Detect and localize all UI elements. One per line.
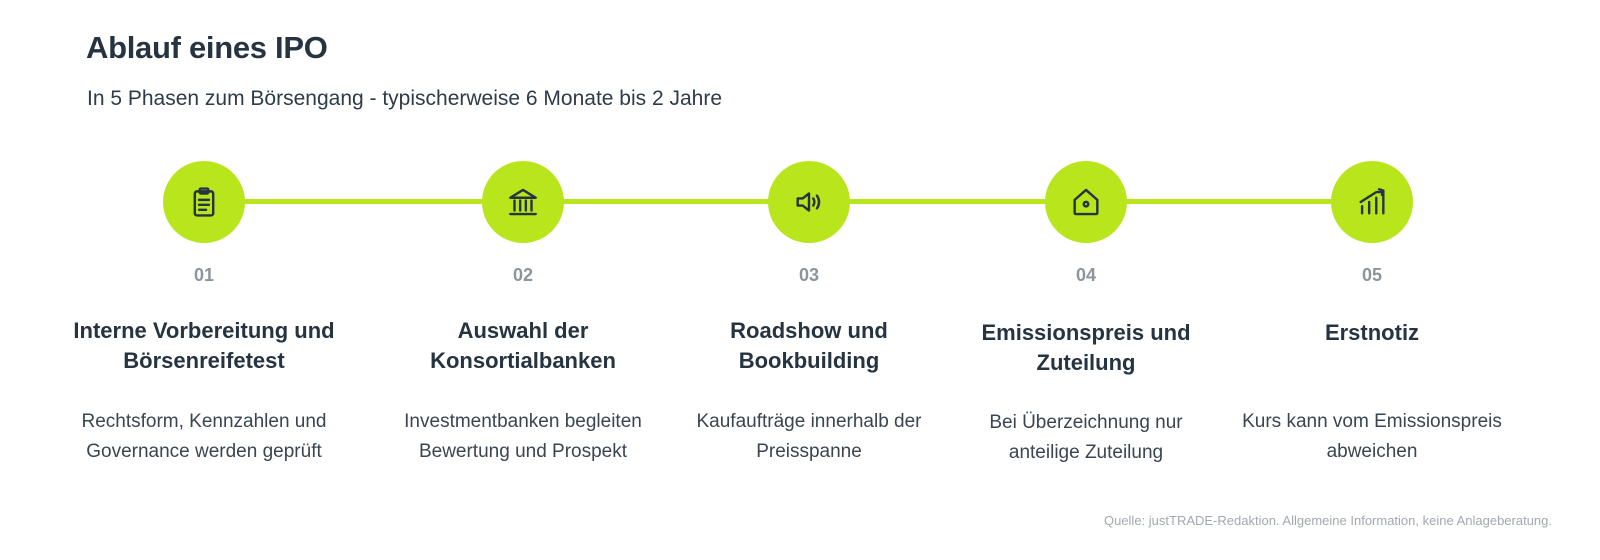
phase-description-line: Bewertung und Prospekt [418,441,628,462]
price-tag-icon [1073,188,1099,216]
phase-title-line: Börsenreifetest [123,348,285,373]
phase-5: 05 Erstnotiz Kurs kann vom Emissionsprei… [1222,0,1522,560]
source-note: Quelle: justTRADE-Redaktion. Allgemeine … [1103,513,1552,528]
phase-number: 04 [1075,265,1097,285]
phase-number: 03 [798,265,820,285]
phase-1: 01 Interne Vorbereitung und Börsenreifet… [54,0,354,560]
phase-description: Investmentbanken begleiten Bewertung und… [373,407,673,467]
phase-description-line: Kurs kann vom Emissionspreis [1242,411,1502,432]
phase-title-line: Auswahl der [457,318,589,343]
phase-title: Interne Vorbereitung und Börsenreifetest [54,316,354,376]
phase-description-line: Governance werden geprüft [86,441,322,462]
phase-circle [768,161,850,243]
phase-description: Rechtsform, Kennzahlen und Governance we… [54,407,354,467]
phase-title-line: Interne Vorbereitung und [73,318,335,343]
phase-description-line: Bei Überzeichnung nur [989,412,1183,433]
phase-title-line: Zuteilung [1036,350,1136,375]
phase-3: 03 Roadshow und Bookbuilding Kaufaufträg… [659,0,959,560]
phase-circle [482,161,564,243]
phase-4: 04 Emissionspreis und Zuteilung Bei Über… [936,0,1236,560]
phase-description-line: Rechtsform, Kennzahlen und [81,411,327,432]
phase-title-line: Konsortialbanken [430,348,616,373]
phase-number: 01 [193,265,215,285]
phase-description-line: anteilige Zuteilung [1008,442,1164,463]
phase-description-line: Preisspanne [756,441,862,462]
phase-number: 02 [512,265,534,285]
phase-title-line: Bookbuilding [738,348,880,373]
bank-icon [509,188,537,216]
phase-title: Erstnotiz [1222,318,1522,348]
phase-description-line: abweichen [1326,441,1418,462]
phase-description: Kurs kann vom Emissionspreis abweichen [1222,407,1522,467]
phase-description: Kaufaufträge innerhalb der Preisspanne [659,407,959,467]
phase-title: Emissionspreis und Zuteilung [936,318,1236,378]
phase-title-line: Erstnotiz [1324,320,1420,345]
speaker-icon [796,192,821,212]
page-subtitle: In 5 Phasen zum Börsengang - typischerwe… [87,87,723,110]
phase-title: Roadshow und Bookbuilding [659,316,959,376]
phase-title-line: Emissionspreis und [981,320,1191,345]
phase-circle [1045,161,1127,243]
phase-circle [163,161,245,243]
phase-2: 02 Auswahl der Konsortialbanken Investme… [373,0,673,560]
phase-title-line: Roadshow und [730,318,888,343]
phase-number: 05 [1361,265,1383,285]
trending-up-chart-icon [1359,188,1385,215]
page-title: Ablauf eines IPO [86,30,328,65]
phase-title: Auswahl der Konsortialbanken [373,316,673,376]
phase-description-line: Kaufaufträge innerhalb der [696,411,922,432]
phase-circle [1331,161,1413,243]
phase-description-line: Investmentbanken begleiten [404,411,642,432]
clipboard-icon [193,187,215,217]
phase-description: Bei Überzeichnung nur anteilige Zuteilun… [936,408,1236,468]
